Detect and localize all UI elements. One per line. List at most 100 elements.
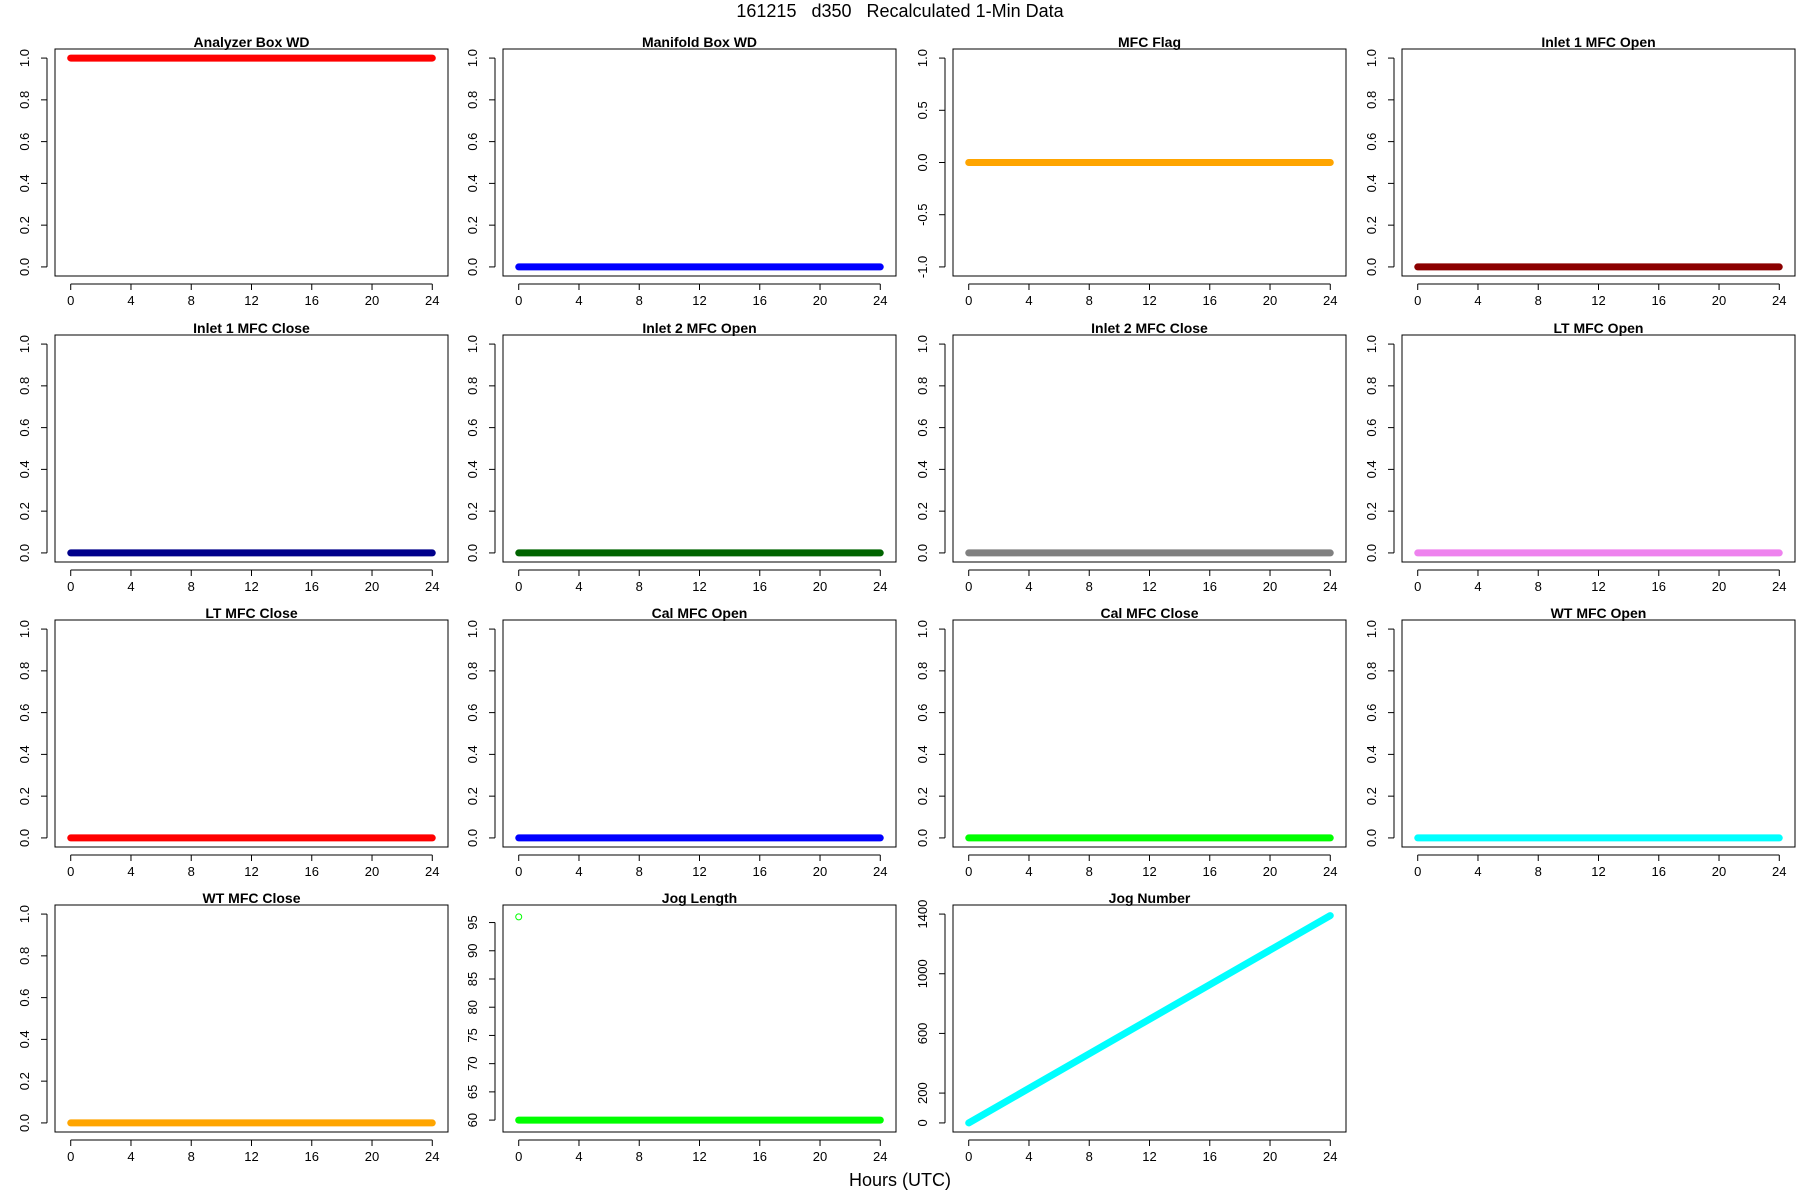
x-tick-label: 24 (1323, 864, 1337, 879)
x-tick-label: 4 (575, 1149, 582, 1164)
x-tick-label: 20 (813, 579, 827, 594)
x-tick-label: 24 (425, 1149, 439, 1164)
y-tick-label: 0.8 (915, 377, 930, 395)
x-tick-label: 4 (1474, 579, 1481, 594)
x-tick-label: 8 (636, 864, 643, 879)
x-tick-label: 0 (515, 864, 522, 879)
x-tick-label: 16 (305, 1149, 319, 1164)
y-tick-label: 0.4 (17, 745, 32, 763)
y-tick-label: 65 (465, 1085, 480, 1099)
plot-frame (952, 334, 1347, 563)
x-tick-label: 4 (1025, 579, 1032, 594)
x-tick-label: 20 (1712, 293, 1726, 308)
x-tick-label: 20 (365, 293, 379, 308)
x-tick-label: 4 (575, 579, 582, 594)
y-tick-label: 1.0 (465, 335, 480, 353)
x-tick-label: 8 (1086, 579, 1093, 594)
x-tick-label: 8 (636, 1149, 643, 1164)
y-tick-label: 0.0 (17, 1114, 32, 1132)
y-tick-label: 0.0 (465, 829, 480, 847)
plot-frame (502, 619, 897, 848)
x-tick-label: 16 (305, 579, 319, 594)
y-tick-label: 0.6 (465, 704, 480, 722)
x-tick-label: 12 (692, 293, 706, 308)
y-tick-label: 1.0 (915, 620, 930, 638)
y-tick-label: 1.0 (915, 49, 930, 67)
x-tick-label: 12 (244, 1149, 258, 1164)
x-tick-label: 8 (636, 579, 643, 594)
y-tick-label: 200 (915, 1082, 930, 1104)
panel-title: WT MFC Close (203, 890, 301, 906)
panel-title: Cal MFC Close (1100, 605, 1198, 621)
y-tick-label: 0.2 (1364, 787, 1379, 805)
x-tick-label: 0 (515, 293, 522, 308)
x-tick-label: 16 (753, 1149, 767, 1164)
x-tick-label: 12 (244, 864, 258, 879)
x-tick-label: 12 (692, 579, 706, 594)
y-tick-label: 0.4 (1364, 174, 1379, 192)
x-axis-label: Hours (UTC) (849, 1170, 951, 1190)
x-tick-label: 4 (1025, 1149, 1032, 1164)
x-tick-label: 24 (1323, 579, 1337, 594)
x-tick-label: 0 (515, 579, 522, 594)
plot-frame (1401, 334, 1796, 563)
y-tick-label: 0.6 (17, 133, 32, 151)
x-tick-label: 20 (365, 1149, 379, 1164)
y-tick-label: 0.2 (465, 502, 480, 520)
x-tick-label: 24 (425, 579, 439, 594)
x-tick-label: 8 (188, 293, 195, 308)
y-tick-label: 0.0 (17, 258, 32, 276)
y-tick-label: 0.8 (17, 947, 32, 965)
x-tick-label: 12 (1591, 293, 1605, 308)
y-tick-label: 0.2 (1364, 216, 1379, 234)
y-tick-label: 1.0 (465, 620, 480, 638)
x-tick-label: 8 (1535, 864, 1542, 879)
x-tick-label: 4 (1025, 293, 1032, 308)
x-tick-label: 24 (873, 1149, 887, 1164)
chart-panel: Inlet 1 MFC Open 0 4 8 12 16 20 24 0.0 0.2 0.4 0.6 0… (1364, 34, 1796, 308)
panel-title: LT MFC Open (1554, 320, 1644, 336)
chart-panel: Cal MFC Close 0 4 8 12 16 20 24 0.0 0.2 0.4 0.6 0.8 1… (915, 605, 1347, 879)
panel-title: WT MFC Open (1551, 605, 1647, 621)
x-tick-label: 24 (1772, 293, 1786, 308)
x-tick-label: 20 (813, 864, 827, 879)
chart-panel: Cal MFC Open 0 4 8 12 16 20 24 0.0 0.2 0.4 0.6 0.8 1.… (465, 605, 897, 879)
x-tick-label: 16 (1203, 579, 1217, 594)
x-tick-label: 20 (365, 864, 379, 879)
y-tick-label: 0.8 (465, 91, 480, 109)
x-tick-label: 8 (1535, 293, 1542, 308)
x-tick-label: 12 (244, 293, 258, 308)
x-tick-label: 4 (127, 864, 134, 879)
y-tick-label: 0.4 (1364, 460, 1379, 478)
x-tick-label: 24 (1772, 579, 1786, 594)
y-tick-label: 0.4 (915, 460, 930, 478)
y-tick-label: 1.0 (17, 49, 32, 67)
y-tick-label: 1000 (915, 959, 930, 988)
x-tick-label: 20 (1263, 293, 1277, 308)
y-tick-label: 0.0 (1364, 829, 1379, 847)
x-tick-label: 8 (1086, 864, 1093, 879)
x-tick-label: 0 (965, 579, 972, 594)
y-tick-label: 1.0 (1364, 620, 1379, 638)
x-tick-label: 16 (1652, 579, 1666, 594)
chart-panel: Analyzer Box WD 0 4 8 12 16 20 24 0.0 0.2 0.4 0.6 0.… (17, 34, 449, 308)
x-tick-label: 20 (1712, 579, 1726, 594)
y-tick-label: 0.6 (1364, 133, 1379, 151)
y-tick-label: 0.6 (17, 419, 32, 437)
x-tick-label: 16 (753, 579, 767, 594)
x-tick-label: 16 (305, 293, 319, 308)
x-tick-label: 8 (1086, 1149, 1093, 1164)
plot-frame (1401, 619, 1796, 848)
y-tick-label: 0.0 (17, 544, 32, 562)
x-tick-label: 8 (188, 579, 195, 594)
y-tick-label: 0.2 (17, 216, 32, 234)
panel-title: Inlet 2 MFC Close (1091, 320, 1208, 336)
y-tick-label: 0.0 (915, 829, 930, 847)
x-tick-label: 4 (1025, 864, 1032, 879)
x-tick-label: 20 (813, 1149, 827, 1164)
x-tick-label: 0 (67, 579, 74, 594)
plot-frame (54, 48, 449, 277)
x-tick-label: 4 (575, 293, 582, 308)
x-tick-label: 12 (1142, 579, 1156, 594)
